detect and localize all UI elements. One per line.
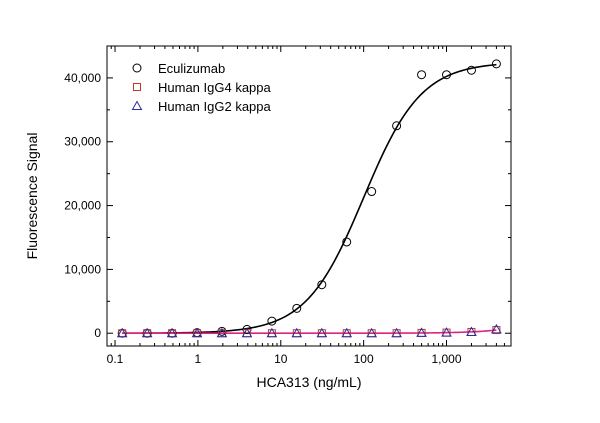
y-tick-label: 20,000 <box>64 199 101 213</box>
plot-frame <box>106 45 512 347</box>
legend-marker <box>133 83 141 91</box>
legend-label: Eculizumab <box>158 61 225 76</box>
legend-label: Human IgG4 kappa <box>158 80 272 95</box>
eculizumab-point <box>417 70 427 80</box>
y-tick-label: 0 <box>94 326 101 340</box>
data-markers <box>116 59 502 338</box>
human-igg2-kappa-point <box>316 327 328 338</box>
fit-curves <box>122 63 497 335</box>
human-igg2-kappa-point <box>441 327 452 337</box>
eculizumab-point <box>466 65 476 75</box>
eculizumab-point <box>292 303 302 313</box>
eculizumab-point <box>317 280 327 290</box>
x-tick-label: 100 <box>354 352 374 366</box>
human-igg2-kappa-point <box>391 327 402 338</box>
eculizumab-point <box>342 237 352 247</box>
x-tick-label: 1,000 <box>431 352 461 366</box>
eculizumab-point <box>392 121 402 131</box>
control-fit-curve <box>122 329 497 335</box>
x-axis-ticks: 0.1 1 10 100 1,000 <box>106 46 512 366</box>
y-tick-label: 30,000 <box>64 135 101 149</box>
human-igg2-kappa-point <box>491 323 502 334</box>
human-igg4-kappa-point <box>492 326 501 335</box>
human-igg2-kappa-point <box>116 327 128 338</box>
eculizumab-point <box>442 70 452 80</box>
y-axis-title: Fluorescence Signal <box>24 133 40 260</box>
human-igg2-kappa-point <box>191 327 203 338</box>
x-tick-label: 0.1 <box>107 352 124 366</box>
legend-label: Human IgG2 kappa <box>158 99 272 114</box>
x-tick-label: 10 <box>274 352 288 366</box>
eculizumab-point <box>367 187 377 197</box>
human-igg2-kappa-point <box>466 326 477 336</box>
human-igg2-kappa-point <box>216 327 228 338</box>
legend-marker <box>131 100 143 110</box>
legend-marker <box>132 63 142 73</box>
eculizumab-point <box>491 59 501 69</box>
human-igg2-kappa-point <box>341 327 353 338</box>
x-axis-title: HCA313 (ng/mL) <box>256 374 361 390</box>
legend: Eculizumab Human IgG4 kappa Human IgG2 kap… <box>131 61 272 114</box>
human-igg2-kappa-point <box>266 327 278 338</box>
y-axis-ticks: 0 10,000 20,000 30,000 40,000 <box>64 71 511 340</box>
y-tick-label: 10,000 <box>64 262 101 276</box>
human-igg2-kappa-point <box>141 327 153 338</box>
human-igg2-kappa-point <box>166 327 178 338</box>
human-igg2-kappa-point <box>416 327 427 337</box>
eculizumab-point <box>267 316 277 326</box>
y-tick-label: 40,000 <box>64 71 101 85</box>
human-igg2-kappa-point <box>291 327 303 338</box>
human-igg2-kappa-point <box>366 327 378 338</box>
human-igg2-kappa-point <box>241 327 253 338</box>
x-tick-label: 1 <box>195 352 202 366</box>
